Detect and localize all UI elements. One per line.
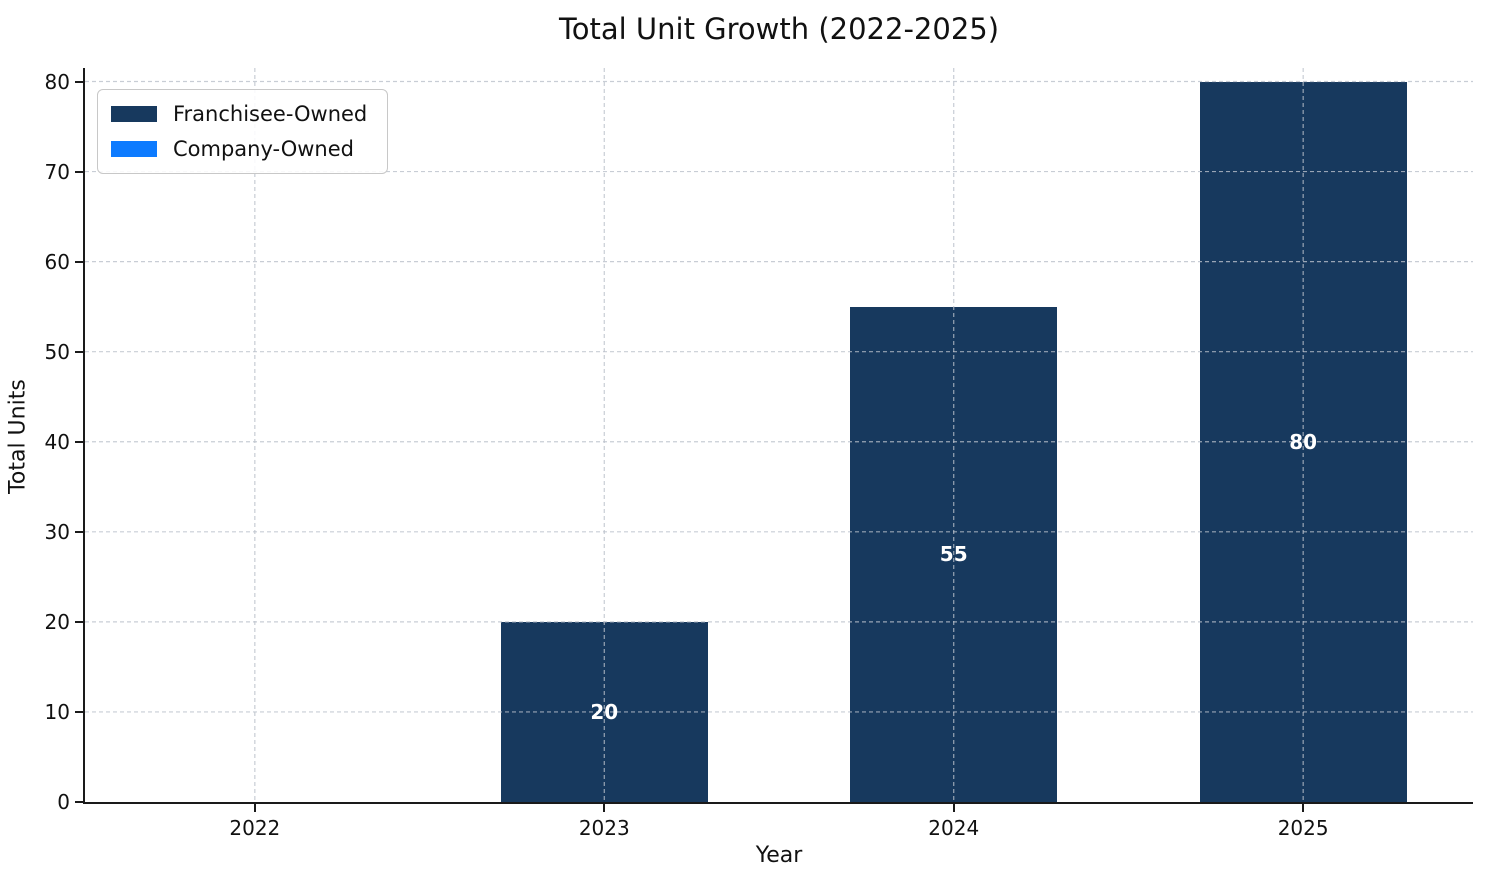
y-tick-30: [75, 530, 83, 533]
bar-value-label-2024: 55: [939, 542, 968, 567]
chart-title: Total Unit Growth (2022-2025): [558, 12, 1000, 46]
legend-label-franchisee-owned: Franchisee-Owned: [173, 102, 368, 126]
legend-swatch-franchisee-owned: [111, 106, 157, 122]
legend-label-company-owned: Company-Owned: [173, 137, 354, 161]
y-tick-20: [75, 620, 83, 623]
x-tick-2025: [1302, 804, 1305, 812]
y-tick-80: [75, 80, 83, 83]
y-tick-label-80: 80: [44, 69, 70, 94]
x-tick-label-2023: 2023: [578, 816, 630, 840]
y-tick-70: [75, 170, 83, 173]
x-tick-label-2024: 2024: [928, 816, 980, 840]
x-tick-2023: [603, 804, 606, 812]
y-tick-10: [75, 710, 83, 713]
legend-swatch-company-owned: [111, 141, 157, 157]
y-tick-label-60: 60: [44, 249, 70, 274]
x-tick-label-2022: 2022: [229, 816, 281, 840]
y-tick-60: [75, 260, 83, 263]
y-tick-50: [75, 350, 83, 353]
x-tick-2022: [253, 804, 256, 812]
y-tick-label-30: 30: [44, 519, 70, 544]
x-tick-2024: [952, 804, 955, 812]
y-tick-label-10: 10: [44, 699, 70, 724]
legend: Franchisee-Owned Company-Owned: [97, 89, 389, 174]
x-axis-spine: [83, 802, 1473, 804]
y-tick-label-70: 70: [44, 159, 70, 184]
y-tick-40: [75, 440, 83, 443]
y-tick-label-50: 50: [44, 339, 70, 364]
legend-item-company-owned: Company-Owned: [111, 137, 367, 161]
y-tick-0: [75, 801, 83, 803]
y-tick-label-40: 40: [44, 429, 70, 454]
x-tick-label-2025: 2025: [1277, 816, 1329, 840]
y-tick-label-0: 0: [57, 790, 70, 814]
bar-value-label-2023: 20: [590, 699, 619, 724]
bar-value-label-2025: 80: [1289, 429, 1318, 454]
y-axis-spine: [83, 68, 85, 804]
y-axis-label: Total Units: [5, 379, 31, 494]
x-axis-label: Year: [755, 843, 803, 868]
legend-item-franchisee-owned: Franchisee-Owned: [111, 102, 367, 126]
y-tick-label-20: 20: [44, 609, 70, 634]
